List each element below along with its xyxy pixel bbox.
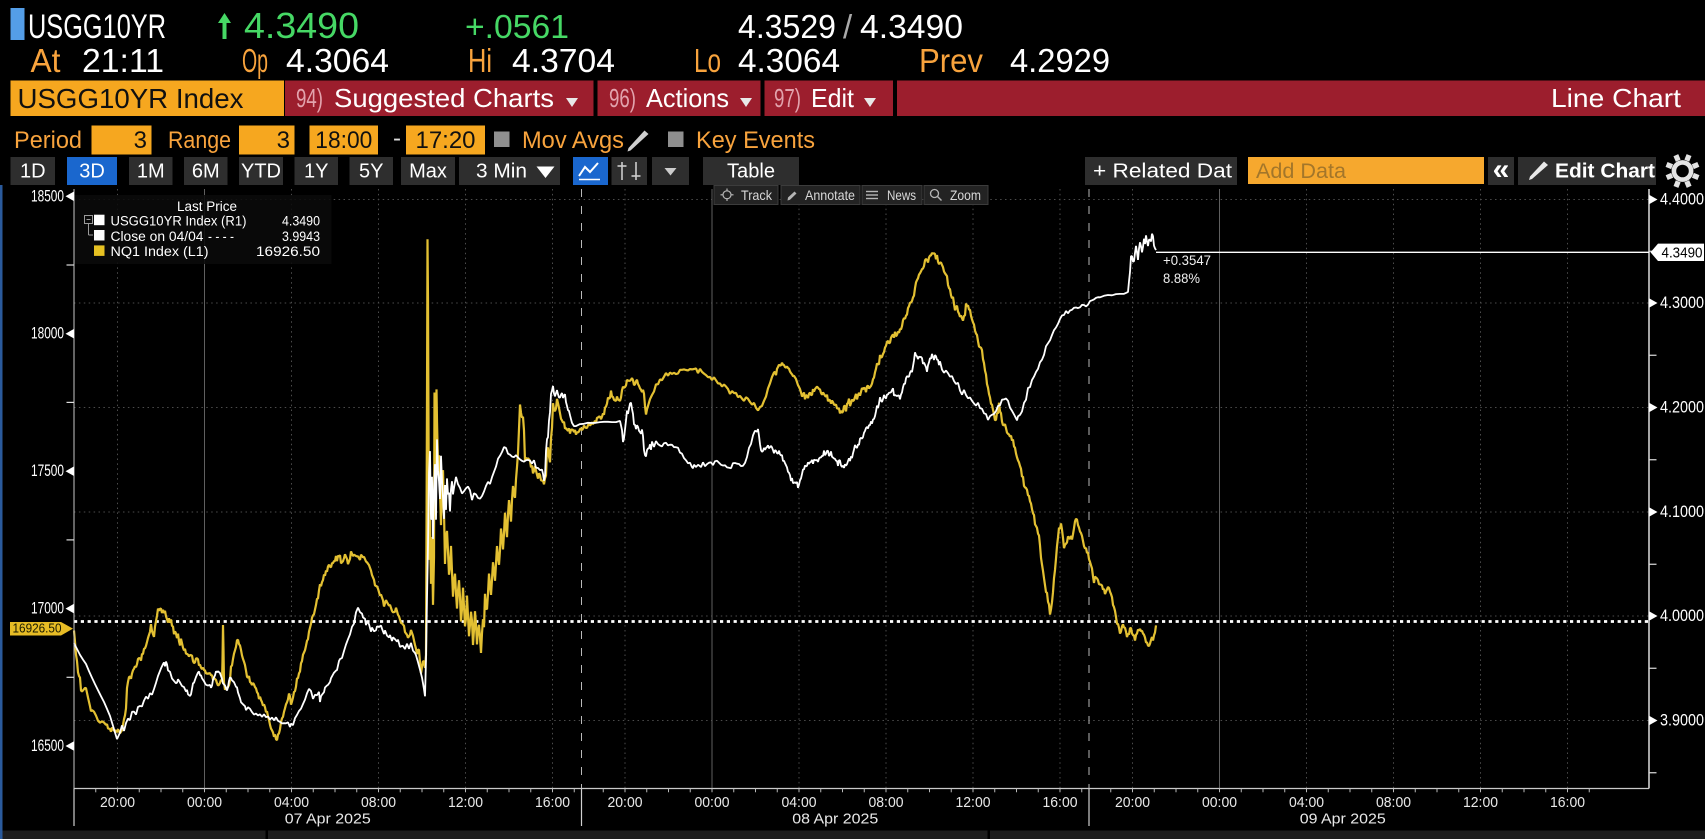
svg-text:-: -	[393, 125, 401, 152]
svg-text:21:11: 21:11	[82, 42, 164, 79]
svg-text:00:00: 00:00	[187, 794, 222, 811]
svg-text:04:00: 04:00	[274, 794, 309, 811]
svg-text:04:00: 04:00	[1289, 794, 1324, 811]
svg-text:3.9943: 3.9943	[282, 229, 320, 244]
svg-text:4.3000: 4.3000	[1660, 293, 1704, 312]
svg-text:18:00: 18:00	[315, 127, 372, 154]
svg-text:16926.50: 16926.50	[13, 621, 62, 636]
svg-text:NQ1 Index (L1): NQ1 Index (L1)	[111, 244, 209, 259]
svg-text:4.2929: 4.2929	[1010, 42, 1110, 79]
svg-text:«: «	[1493, 153, 1510, 186]
svg-text:1M: 1M	[137, 161, 165, 183]
svg-text:YTD: YTD	[241, 161, 281, 183]
svg-text:18500: 18500	[31, 186, 64, 205]
svg-text:08 Apr 2025: 08 Apr 2025	[792, 811, 878, 828]
svg-text:4.4000: 4.4000	[1660, 190, 1704, 209]
svg-text:Mov Avgs: Mov Avgs	[522, 127, 624, 154]
svg-text:4.2000: 4.2000	[1660, 398, 1704, 417]
svg-text:- - - -: - - - -	[208, 229, 234, 244]
svg-text:+.0561: +.0561	[465, 8, 569, 45]
svg-text:12:00: 12:00	[448, 794, 483, 811]
svg-text:Edit Chart: Edit Chart	[1555, 161, 1655, 183]
svg-text:At: At	[31, 42, 61, 79]
svg-text:Max: Max	[409, 161, 447, 183]
svg-text:17000: 17000	[31, 599, 64, 618]
svg-text:4.1000: 4.1000	[1660, 502, 1704, 521]
svg-text:USGG10YR Index: USGG10YR Index	[18, 83, 244, 114]
svg-text:Zoom: Zoom	[950, 187, 981, 203]
svg-text:/: /	[843, 8, 853, 45]
svg-text:4.3490: 4.3490	[282, 214, 320, 229]
svg-text:Range: Range	[168, 127, 231, 154]
svg-text:Add Data: Add Data	[1256, 160, 1346, 183]
svg-text:Prev: Prev	[919, 42, 983, 79]
svg-text:Line Chart: Line Chart	[1551, 83, 1682, 113]
svg-text:4.3064: 4.3064	[738, 42, 840, 79]
svg-text:96): 96)	[609, 83, 636, 113]
svg-text:18000: 18000	[31, 324, 64, 343]
svg-text:3D: 3D	[79, 161, 105, 183]
svg-text:00:00: 00:00	[695, 794, 730, 811]
svg-text:04:00: 04:00	[782, 794, 817, 811]
svg-text:Table: Table	[727, 161, 775, 183]
svg-text:17:20: 17:20	[416, 127, 476, 154]
svg-text:1Y: 1Y	[304, 161, 328, 183]
svg-text:USGG10YR Index (R1): USGG10YR Index (R1)	[111, 214, 247, 229]
svg-text:4.3490: 4.3490	[860, 8, 963, 45]
svg-text:08:00: 08:00	[869, 794, 904, 811]
svg-text:Op: Op	[242, 42, 268, 79]
svg-text:16:00: 16:00	[1043, 794, 1078, 811]
svg-text:5Y: 5Y	[359, 161, 383, 183]
svg-text:00:00: 00:00	[1202, 794, 1237, 811]
svg-text:20:00: 20:00	[100, 794, 135, 811]
svg-text:08:00: 08:00	[1376, 794, 1411, 811]
svg-text:12:00: 12:00	[1463, 794, 1498, 811]
svg-text:6M: 6M	[192, 161, 220, 183]
svg-text:3.9000: 3.9000	[1660, 711, 1704, 730]
svg-text:4.3704: 4.3704	[512, 42, 615, 79]
svg-text:09 Apr 2025: 09 Apr 2025	[1300, 811, 1386, 828]
svg-text:20:00: 20:00	[608, 794, 643, 811]
svg-text:News: News	[887, 187, 916, 203]
svg-text:4.0000: 4.0000	[1660, 606, 1704, 625]
svg-text:3: 3	[277, 127, 290, 154]
svg-text:12:00: 12:00	[956, 794, 991, 811]
svg-text:USGG10YR: USGG10YR	[28, 8, 166, 46]
svg-text:+0.3547: +0.3547	[1163, 252, 1211, 268]
svg-text:Annotate: Annotate	[805, 187, 855, 203]
svg-text:Hi: Hi	[468, 42, 492, 79]
svg-text:Key Events: Key Events	[696, 127, 815, 154]
svg-text:16500: 16500	[31, 736, 64, 755]
svg-text:16:00: 16:00	[1550, 794, 1585, 811]
svg-text:Edit: Edit	[811, 83, 855, 113]
svg-text:17500: 17500	[31, 461, 64, 480]
svg-text:4.3490: 4.3490	[1662, 246, 1703, 262]
svg-text:Period: Period	[14, 127, 82, 154]
svg-text:8.88%: 8.88%	[1163, 270, 1200, 286]
svg-text:Close on 04/04: Close on 04/04	[111, 229, 204, 244]
svg-text:4.3490: 4.3490	[244, 5, 359, 46]
svg-text:97): 97)	[774, 83, 801, 113]
svg-text:07 Apr 2025: 07 Apr 2025	[285, 811, 371, 828]
svg-text:Actions: Actions	[646, 83, 729, 113]
svg-text:3 Min: 3 Min	[476, 161, 527, 183]
svg-text:20:00: 20:00	[1115, 794, 1150, 811]
svg-text:Track: Track	[741, 187, 773, 203]
svg-text:08:00: 08:00	[361, 794, 396, 811]
svg-text:1D: 1D	[20, 161, 46, 183]
svg-text:+ Related Dat: + Related Dat	[1093, 161, 1232, 183]
svg-text:16926.50: 16926.50	[256, 244, 320, 259]
svg-text:4.3529: 4.3529	[738, 8, 836, 45]
svg-text:Lo: Lo	[694, 42, 721, 79]
svg-text:16:00: 16:00	[535, 794, 570, 811]
svg-text:4.3064: 4.3064	[286, 42, 389, 79]
svg-text:94): 94)	[296, 83, 323, 113]
svg-text:3: 3	[134, 127, 147, 154]
svg-text:Last Price: Last Price	[177, 199, 237, 214]
svg-text:Suggested Charts: Suggested Charts	[334, 83, 554, 113]
